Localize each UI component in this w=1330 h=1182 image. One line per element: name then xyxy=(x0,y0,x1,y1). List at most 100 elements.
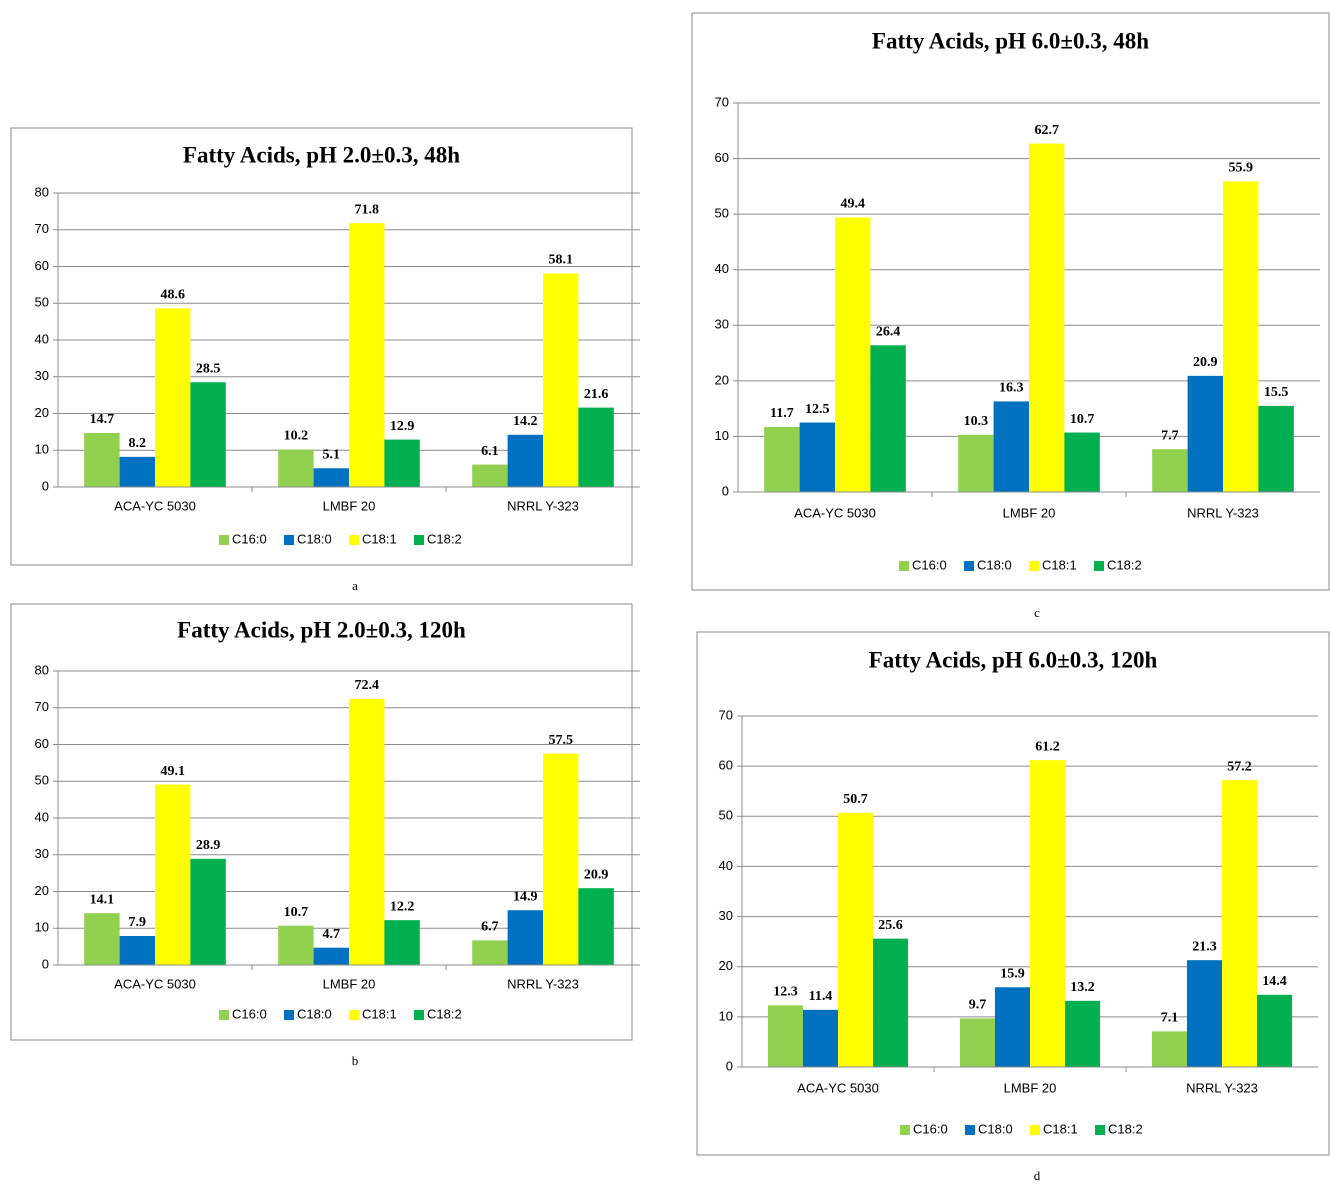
legend-label: C18:1 xyxy=(1042,557,1077,572)
y-tick-label: 70 xyxy=(715,94,729,109)
bar xyxy=(84,913,120,965)
bar xyxy=(835,217,871,492)
legend-swatch xyxy=(219,1010,229,1020)
bar xyxy=(1222,780,1258,1067)
bar xyxy=(1029,143,1065,492)
legend-swatch xyxy=(414,535,424,545)
legend-label: C16:0 xyxy=(912,557,947,572)
x-tick-label: ACA-YC 5030 xyxy=(797,1080,879,1095)
legend-label: C18:2 xyxy=(1107,557,1142,572)
y-tick-label: 70 xyxy=(35,221,49,236)
value-label: 62.7 xyxy=(1034,123,1059,138)
bar xyxy=(1223,181,1259,492)
value-label: 14.9 xyxy=(513,889,538,904)
y-tick-label: 30 xyxy=(35,368,49,383)
x-tick-label: LMBF 20 xyxy=(1004,1080,1057,1095)
x-tick-label: LMBF 20 xyxy=(323,498,376,513)
value-label: 71.8 xyxy=(354,202,379,217)
y-tick-label: 50 xyxy=(719,808,733,823)
value-label: 7.9 xyxy=(129,915,147,930)
value-label: 14.2 xyxy=(513,414,538,429)
legend-swatch xyxy=(899,561,909,571)
y-tick-label: 70 xyxy=(719,707,733,722)
bar xyxy=(349,698,385,965)
legend-swatch xyxy=(900,1125,910,1135)
value-label: 8.2 xyxy=(129,436,147,451)
bar xyxy=(278,925,314,965)
y-tick-label: 50 xyxy=(35,295,49,310)
bar xyxy=(190,858,226,965)
chart-frame xyxy=(691,12,1330,591)
x-tick-label: NRRL Y-323 xyxy=(1187,505,1259,520)
y-tick-label: 20 xyxy=(35,883,49,898)
value-label: 14.1 xyxy=(90,892,115,907)
bar xyxy=(313,947,349,965)
chart-title: Fatty Acids, pH 2.0±0.3, 48h xyxy=(183,142,460,167)
bar xyxy=(870,345,906,492)
legend-label: C18:2 xyxy=(427,531,462,546)
x-tick-label: ACA-YC 5030 xyxy=(114,976,196,991)
value-label: 20.9 xyxy=(1193,355,1218,370)
y-tick-label: 50 xyxy=(35,773,49,788)
legend-swatch xyxy=(219,535,229,545)
value-label: 55.9 xyxy=(1228,161,1253,176)
value-label: 15.5 xyxy=(1264,385,1289,400)
bar xyxy=(958,434,994,492)
legend-swatch xyxy=(964,561,974,571)
value-label: 13.2 xyxy=(1070,980,1095,995)
y-tick-label: 70 xyxy=(35,699,49,714)
bar xyxy=(994,987,1030,1067)
bar xyxy=(1152,449,1188,492)
value-label: 28.9 xyxy=(196,838,221,853)
y-tick-label: 60 xyxy=(35,258,49,273)
y-tick-label: 80 xyxy=(35,184,49,199)
value-label: 14.4 xyxy=(1262,974,1287,989)
bar xyxy=(767,1005,803,1067)
y-tick-label: 30 xyxy=(715,317,729,332)
legend-label: C18:1 xyxy=(362,531,397,546)
value-label: 21.6 xyxy=(584,387,609,402)
value-label: 12.3 xyxy=(773,985,798,1000)
bar xyxy=(313,468,349,487)
y-tick-label: 20 xyxy=(715,372,729,387)
y-tick-label: 0 xyxy=(726,1058,733,1073)
value-label: 11.4 xyxy=(809,989,833,1004)
y-tick-label: 60 xyxy=(35,736,49,751)
value-label: 12.2 xyxy=(390,899,415,914)
bar xyxy=(764,426,800,492)
bar xyxy=(838,812,874,1067)
value-label: 4.7 xyxy=(323,927,341,942)
chart-title: Fatty Acids, pH 6.0±0.3, 48h xyxy=(872,28,1149,53)
value-label: 57.2 xyxy=(1227,759,1252,774)
legend-label: C16:0 xyxy=(232,1006,267,1021)
value-label: 58.1 xyxy=(548,253,573,268)
value-label: 12.5 xyxy=(805,402,830,417)
bar xyxy=(1030,760,1066,1067)
legend-label: C16:0 xyxy=(232,531,267,546)
bar xyxy=(1257,994,1293,1067)
bar xyxy=(472,940,508,965)
legend-swatch xyxy=(1030,1125,1040,1135)
legend-swatch xyxy=(349,535,359,545)
bar xyxy=(993,401,1029,492)
value-label: 10.7 xyxy=(1070,412,1095,427)
value-label: 12.9 xyxy=(390,419,415,434)
legend-label: C16:0 xyxy=(913,1121,948,1136)
bar xyxy=(349,223,385,487)
bar xyxy=(1064,432,1100,492)
value-label: 50.7 xyxy=(843,792,868,807)
bar xyxy=(1186,960,1222,1067)
y-tick-label: 0 xyxy=(42,478,49,493)
x-tick-label: NRRL Y-323 xyxy=(1186,1080,1258,1095)
value-label: 11.7 xyxy=(770,406,794,421)
bar xyxy=(507,434,543,487)
value-label: 61.2 xyxy=(1035,739,1060,754)
bar xyxy=(190,382,226,487)
value-label: 5.1 xyxy=(323,447,341,462)
value-label: 49.1 xyxy=(160,764,185,779)
bar xyxy=(84,432,120,487)
legend-label: C18:1 xyxy=(1043,1121,1078,1136)
legend-label: C18:0 xyxy=(978,1121,1013,1136)
y-tick-label: 20 xyxy=(35,405,49,420)
bar xyxy=(1258,405,1294,492)
